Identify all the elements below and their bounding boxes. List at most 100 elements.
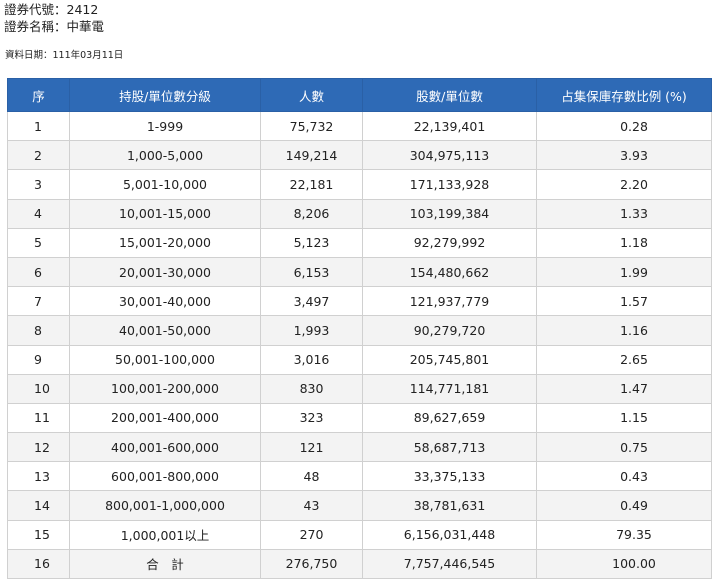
- cell-seq: 8: [7, 315, 70, 346]
- cell-holders: 6,153: [260, 256, 363, 288]
- cell-percent: 1.57: [536, 286, 712, 317]
- cell-holders: 8,206: [260, 198, 363, 229]
- cell-shares: 33,375,133: [362, 461, 537, 492]
- cell-seq: 10: [7, 373, 70, 404]
- table-row: 8 40,001-50,000 1,993 90,279,720 1.16: [7, 315, 712, 346]
- column-header-tier: 持股/單位數分級: [69, 78, 261, 112]
- cell-tier: 5,001-10,000: [69, 169, 261, 200]
- table-row: 4 10,001-15,000 8,206 103,199,384 1.33: [7, 198, 712, 229]
- table-row: 10 100,001-200,000 830 114,771,181 1.47: [7, 373, 712, 404]
- cell-shares: 58,687,713: [362, 432, 537, 463]
- cell-holders: 43: [260, 490, 363, 521]
- cell-seq: 2: [7, 140, 70, 171]
- table-row: 7 30,001-40,000 3,497 121,937,779 1.57: [7, 286, 712, 317]
- cell-shares: 7,757,446,545: [362, 548, 537, 580]
- cell-percent: 2.65: [536, 344, 712, 375]
- cell-seq: 7: [7, 286, 70, 317]
- cell-percent: 2.20: [536, 169, 712, 200]
- cell-tier: 50,001-100,000: [69, 344, 261, 375]
- cell-holders: 323: [260, 402, 363, 434]
- cell-seq: 12: [7, 432, 70, 463]
- cell-tier: 400,001-600,000: [69, 432, 261, 463]
- cell-tier: 1,000,001以上: [69, 519, 261, 550]
- table-row: 5 15,001-20,000 5,123 92,279,992 1.18: [7, 227, 712, 258]
- cell-tier: 1,000-5,000: [69, 140, 261, 171]
- cell-holders: 276,750: [260, 548, 363, 580]
- table-row: 2 1,000-5,000 149,214 304,975,113 3.93: [7, 140, 712, 171]
- cell-shares: 6,156,031,448: [362, 519, 537, 550]
- cell-percent: 0.75: [536, 432, 712, 463]
- table-row: 14 800,001-1,000,000 43 38,781,631 0.49: [7, 490, 712, 521]
- cell-shares: 114,771,181: [362, 373, 537, 404]
- cell-seq: 13: [7, 461, 70, 492]
- column-header-percent: 占集保庫存數比例 (%): [536, 78, 712, 112]
- security-code: 證券代號：2412: [4, 2, 99, 17]
- cell-percent: 3.93: [536, 140, 712, 171]
- cell-holders: 48: [260, 461, 363, 492]
- cell-tier: 1-999: [69, 110, 261, 142]
- cell-holders: 3,497: [260, 286, 363, 317]
- table-row: 1 1-999 75,732 22,139,401 0.28: [7, 110, 712, 142]
- cell-shares: 92,279,992: [362, 227, 537, 258]
- cell-tier: 15,001-20,000: [69, 227, 261, 258]
- cell-holders: 1,993: [260, 315, 363, 346]
- cell-shares: 89,627,659: [362, 402, 537, 434]
- cell-shares: 205,745,801: [362, 344, 537, 375]
- cell-shares: 304,975,113: [362, 140, 537, 171]
- cell-shares: 171,133,928: [362, 169, 537, 200]
- cell-tier: 800,001-1,000,000: [69, 490, 261, 521]
- cell-shares: 103,199,384: [362, 198, 537, 229]
- cell-tier: 10,001-15,000: [69, 198, 261, 229]
- cell-percent: 0.43: [536, 461, 712, 492]
- cell-tier: 600,001-800,000: [69, 461, 261, 492]
- cell-percent: 1.33: [536, 198, 712, 229]
- cell-tier: 20,001-30,000: [69, 256, 261, 288]
- cell-shares: 38,781,631: [362, 490, 537, 521]
- table-row: 9 50,001-100,000 3,016 205,745,801 2.65: [7, 344, 712, 375]
- cell-shares: 22,139,401: [362, 110, 537, 142]
- cell-percent: 0.28: [536, 110, 712, 142]
- table-row: 3 5,001-10,000 22,181 171,133,928 2.20: [7, 169, 712, 200]
- cell-percent: 1.15: [536, 402, 712, 434]
- cell-tier: 100,001-200,000: [69, 373, 261, 404]
- cell-seq: 4: [7, 198, 70, 229]
- column-header-shares: 股數/單位數: [362, 78, 537, 112]
- cell-seq: 5: [7, 227, 70, 258]
- cell-holders: 270: [260, 519, 363, 550]
- data-date: 資料日期：111年03月11日: [5, 50, 124, 61]
- table-header-row: 序 持股/單位數分級 人數 股數/單位數 占集保庫存數比例 (%): [7, 78, 712, 112]
- table-row: 11 200,001-400,000 323 89,627,659 1.15: [7, 402, 712, 434]
- cell-shares: 154,480,662: [362, 256, 537, 288]
- table-row: 13 600,001-800,000 48 33,375,133 0.43: [7, 461, 712, 492]
- cell-percent: 1.18: [536, 227, 712, 258]
- cell-percent: 1.16: [536, 315, 712, 346]
- cell-tier: 40,001-50,000: [69, 315, 261, 346]
- table-row: 12 400,001-600,000 121 58,687,713 0.75: [7, 432, 712, 463]
- table-body: 1 1-999 75,732 22,139,401 0.28 2 1,000-5,000 14…: [7, 110, 712, 580]
- cell-percent: 100.00: [536, 548, 712, 580]
- cell-percent: 1.99: [536, 256, 712, 288]
- cell-shares: 90,279,720: [362, 315, 537, 346]
- cell-seq: 1: [7, 110, 70, 142]
- cell-tier: 合 計: [69, 548, 261, 580]
- cell-holders: 149,214: [260, 140, 363, 171]
- table-row: 6 20,001-30,000 6,153 154,480,662 1.99: [7, 256, 712, 288]
- cell-percent: 1.47: [536, 373, 712, 404]
- cell-holders: 830: [260, 373, 363, 404]
- cell-seq: 6: [7, 256, 70, 288]
- cell-seq: 16: [7, 548, 70, 580]
- cell-percent: 79.35: [536, 519, 712, 550]
- table-row: 15 1,000,001以上 270 6,156,031,448 79.35: [7, 519, 712, 550]
- cell-tier: 200,001-400,000: [69, 402, 261, 434]
- cell-holders: 22,181: [260, 169, 363, 200]
- cell-holders: 121: [260, 432, 363, 463]
- cell-seq: 3: [7, 169, 70, 200]
- cell-seq: 11: [7, 402, 70, 434]
- cell-holders: 75,732: [260, 110, 363, 142]
- column-header-seq: 序: [7, 78, 70, 112]
- cell-shares: 121,937,779: [362, 286, 537, 317]
- cell-holders: 5,123: [260, 227, 363, 258]
- cell-seq: 14: [7, 490, 70, 521]
- cell-tier: 30,001-40,000: [69, 286, 261, 317]
- cell-seq: 9: [7, 344, 70, 375]
